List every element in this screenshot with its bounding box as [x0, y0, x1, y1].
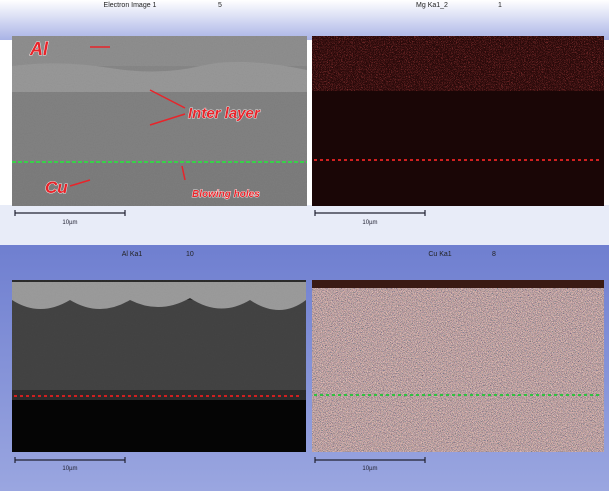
band [0, 205, 609, 245]
band [0, 0, 609, 40]
mg-map [312, 36, 604, 206]
scale-label: 10µm [62, 220, 77, 226]
annotation: Cu [45, 178, 68, 197]
panel-count: 10 [186, 251, 194, 258]
annotation: Blowing holes [192, 189, 260, 200]
panel-count: 8 [492, 251, 496, 258]
panel-title: Electron Image 1 [104, 2, 157, 9]
figure: Electron Image 1 5 10µm Mg Ka1_2 1 10µm Al Ka1… [0, 0, 609, 491]
panel-title: Al Ka1 [122, 251, 143, 258]
panel-count: 5 [218, 2, 222, 9]
panel-title: Mg Ka1_2 [416, 2, 448, 9]
annotation: Al [29, 39, 49, 59]
scale-label: 10µm [62, 466, 77, 472]
annotation: Inter layer [188, 105, 261, 122]
cu-map [312, 280, 604, 452]
panel-title: Cu Ka1 [428, 251, 451, 258]
scale-label: 10µm [362, 466, 377, 472]
panel-count: 1 [498, 2, 502, 9]
scale-label: 10µm [362, 220, 377, 226]
al-map [12, 280, 306, 452]
